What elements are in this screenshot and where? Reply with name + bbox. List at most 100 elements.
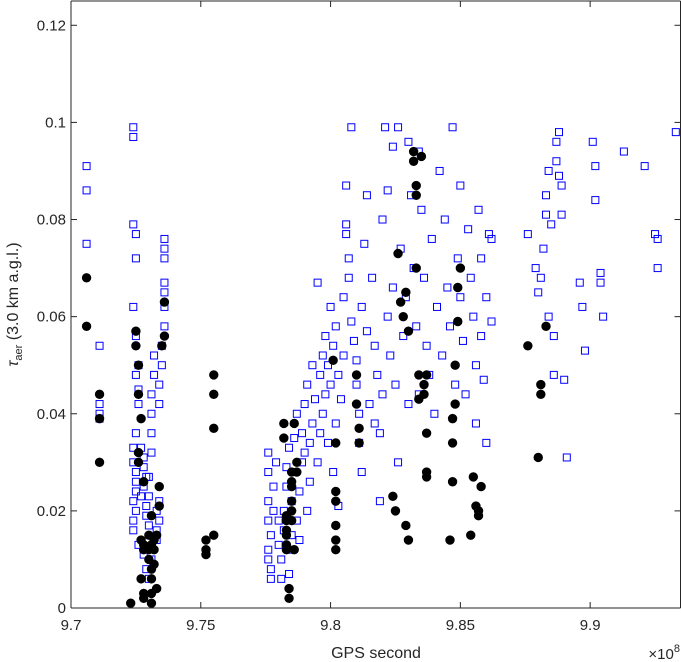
- data-point-circle: [292, 457, 302, 468]
- data-point-circle: [466, 530, 476, 540]
- data-point-square: [264, 555, 273, 564]
- data-point-circle: [411, 263, 421, 273]
- data-point-square: [344, 273, 353, 282]
- data-point-square: [352, 356, 361, 365]
- data-point-circle: [149, 545, 159, 555]
- x-tick-label: 9.9: [580, 617, 601, 634]
- data-point-circle: [390, 506, 401, 516]
- data-point-square: [305, 438, 314, 447]
- data-point-square: [435, 166, 444, 175]
- data-point-square: [295, 487, 304, 496]
- data-point-square: [331, 322, 340, 331]
- data-point-circle: [209, 423, 219, 434]
- data-point-square: [285, 570, 294, 579]
- data-point-square: [542, 191, 551, 200]
- data-point-square: [272, 458, 281, 467]
- x-tick-label: 9.8: [320, 617, 341, 634]
- data-point-circle: [133, 389, 144, 400]
- data-point-circle: [201, 549, 211, 560]
- data-point-circle: [292, 467, 302, 477]
- data-point-square: [131, 429, 140, 438]
- data-point-square: [82, 186, 91, 195]
- data-point-square: [591, 162, 600, 171]
- data-point-circle: [445, 535, 455, 545]
- data-point-square: [137, 492, 146, 501]
- data-point-square: [484, 230, 493, 239]
- data-point-square: [303, 380, 312, 389]
- data-point-square: [399, 332, 408, 341]
- data-point-square: [336, 395, 345, 404]
- data-point-circle: [138, 477, 149, 487]
- data-point-square: [347, 123, 356, 132]
- data-point-square: [352, 380, 361, 389]
- y-tick-label: 0.12: [37, 17, 66, 34]
- data-point-circle: [473, 511, 484, 521]
- data-point-square: [160, 322, 169, 331]
- data-point-square: [438, 351, 447, 360]
- data-point-circle: [411, 190, 421, 200]
- data-point-square: [555, 128, 563, 137]
- data-point-square: [619, 147, 628, 156]
- data-point-square: [134, 400, 143, 409]
- data-point-circle: [331, 496, 341, 506]
- data-point-circle: [403, 535, 414, 545]
- data-point-square: [311, 395, 319, 404]
- data-point-square: [378, 390, 387, 399]
- data-point-square: [318, 351, 327, 360]
- data-point-circle: [468, 472, 479, 482]
- data-point-circle: [146, 574, 157, 584]
- data-point-circle: [159, 297, 170, 307]
- data-point-square: [671, 128, 680, 137]
- data-point-circle: [286, 515, 297, 526]
- data-point-circle: [351, 399, 362, 409]
- y-axis-label: τaer (3.0 km a.g.l.): [5, 242, 25, 366]
- data-point-square: [269, 482, 278, 491]
- data-point-square: [150, 370, 159, 379]
- data-point-square: [305, 477, 314, 486]
- y-tick-label: 0.1: [45, 114, 66, 131]
- data-point-circle: [455, 263, 466, 273]
- data-point-square: [357, 468, 366, 477]
- data-point-square: [321, 332, 330, 341]
- data-point-circle: [159, 331, 170, 341]
- data-point-square: [339, 351, 348, 360]
- data-point-square: [482, 293, 491, 302]
- data-point-square: [580, 346, 589, 355]
- data-point-circle: [331, 486, 341, 497]
- data-point-square: [362, 191, 371, 200]
- data-point-square: [139, 453, 148, 462]
- data-point-square: [560, 375, 569, 384]
- data-point-circle: [354, 423, 364, 434]
- data-point-circle: [286, 496, 297, 506]
- y-tick-label: 0.02: [37, 503, 66, 520]
- data-point-square: [427, 234, 436, 243]
- data-point-square: [477, 254, 486, 263]
- data-point-circle: [354, 438, 364, 448]
- data-point-circle: [331, 438, 341, 448]
- data-point-square: [375, 497, 384, 506]
- data-point-square: [588, 137, 597, 146]
- data-point-square: [285, 443, 294, 452]
- data-point-square: [331, 419, 340, 428]
- data-point-square: [451, 380, 460, 389]
- data-point-square: [596, 278, 605, 287]
- data-point-circle: [284, 583, 294, 594]
- data-point-circle: [209, 530, 219, 540]
- data-point-square: [300, 400, 309, 409]
- data-point-circle: [331, 535, 341, 545]
- data-point-square: [544, 166, 553, 175]
- data-point-square: [308, 361, 317, 370]
- data-point-square: [458, 336, 467, 345]
- data-point-circle: [408, 156, 419, 166]
- data-point-square: [264, 497, 273, 506]
- data-point-square: [471, 419, 480, 428]
- data-point-square: [160, 278, 169, 287]
- data-point-square: [129, 497, 138, 506]
- data-point-square: [321, 390, 330, 399]
- data-point-circle: [151, 583, 162, 594]
- data-point-square: [386, 351, 395, 360]
- data-point-square: [313, 458, 322, 467]
- data-point-square: [651, 230, 660, 239]
- data-point-circle: [279, 433, 289, 443]
- data-point-square: [290, 434, 299, 443]
